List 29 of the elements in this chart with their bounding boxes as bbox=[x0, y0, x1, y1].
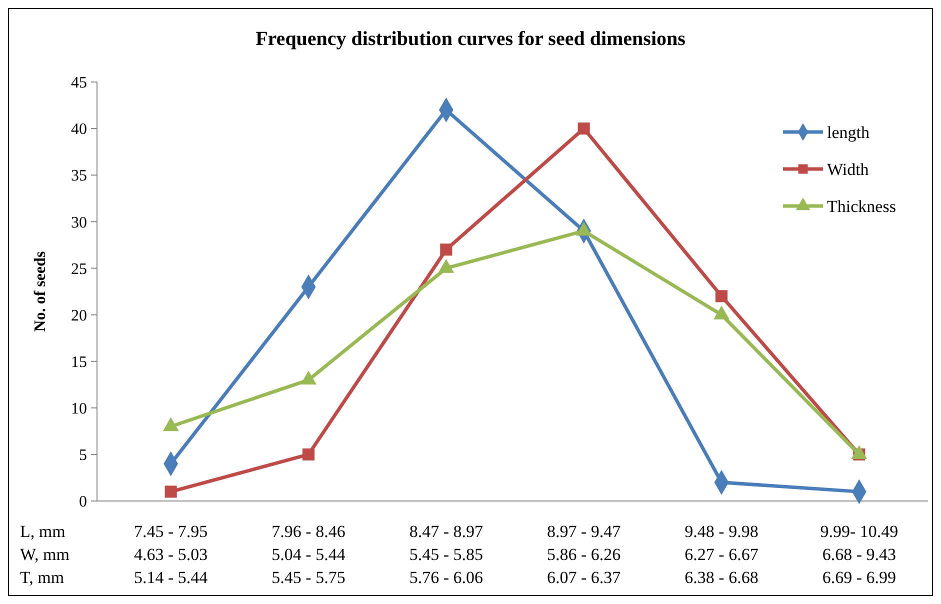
y-tick-label: 40 bbox=[71, 121, 87, 138]
text: L, mm bbox=[20, 522, 66, 541]
y-tick-label: 45 bbox=[71, 74, 87, 92]
text: W, mm bbox=[20, 545, 70, 564]
y-tick-label: 35 bbox=[71, 168, 87, 185]
y-tick-label: 20 bbox=[71, 307, 87, 324]
x-tick-label: 7.96 - 8.46 5.04 - 5.44 5.45 - 5.75 bbox=[272, 522, 346, 587]
legend-label: Width bbox=[827, 160, 870, 179]
point bbox=[440, 244, 452, 256]
x-tick-label: 9.99- 10.49 6.68 - 9.43 6.69 - 6.99 bbox=[820, 522, 898, 587]
y-tick-label: 30 bbox=[71, 214, 87, 232]
point bbox=[302, 448, 315, 460]
x-tick-label: 8.97 - 9.47 5.86 - 6.26 6.07 - 6.37 bbox=[546, 522, 622, 587]
point bbox=[578, 122, 590, 135]
legend-label: Thickness bbox=[827, 196, 896, 216]
x-tick-label: 7.45 - 7.95 4.63 - 5.03 5.14 - 5.44 bbox=[134, 522, 208, 587]
y-tick-label: 25 bbox=[71, 260, 87, 278]
text: T, mm bbox=[20, 568, 64, 587]
y-tick-label: 10 bbox=[71, 400, 87, 418]
legend-label: length bbox=[827, 122, 870, 142]
point bbox=[715, 290, 728, 302]
y-tick-label: 15 bbox=[71, 354, 87, 371]
x-tick-label: 8.47 - 8.97 5.45 - 5.85 5.76 - 6.06 bbox=[409, 522, 484, 587]
x-tick-label: 9.48 - 9.98 6.27 - 6.67 6.38 - 6.68 bbox=[684, 522, 759, 587]
chart-title: Frequency distribution curves for seed dimensions bbox=[256, 28, 686, 50]
y-tick-label: 5 bbox=[79, 447, 87, 464]
y-axis-title: No. of seeds bbox=[32, 251, 49, 332]
y-tick-label: 0 bbox=[79, 494, 87, 511]
point bbox=[164, 486, 177, 498]
